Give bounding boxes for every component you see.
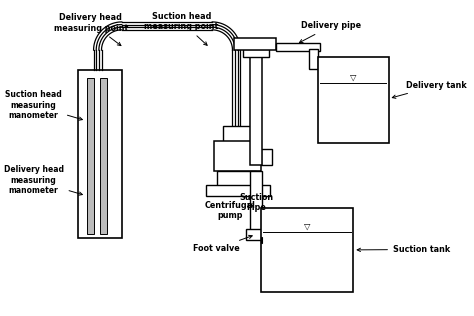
Text: Suction
Pipe: Suction Pipe bbox=[239, 192, 273, 212]
Text: Delivery head
measuring point: Delivery head measuring point bbox=[54, 13, 128, 46]
Text: Delivery pipe: Delivery pipe bbox=[300, 21, 361, 43]
Bar bbox=[87, 78, 94, 234]
Bar bbox=[243, 49, 269, 57]
Bar bbox=[100, 78, 107, 234]
Text: Delivery head
measuring
manometer: Delivery head measuring manometer bbox=[4, 165, 82, 195]
Bar bbox=[276, 43, 320, 51]
Text: Centrifugal
pump: Centrifugal pump bbox=[204, 201, 255, 220]
Bar bbox=[214, 142, 261, 171]
Bar bbox=[217, 171, 256, 185]
Bar bbox=[250, 171, 262, 230]
Text: Suction head
measuring
manometer: Suction head measuring manometer bbox=[5, 90, 82, 120]
Bar bbox=[246, 229, 266, 240]
Bar bbox=[250, 57, 262, 165]
Text: Delivery tank: Delivery tank bbox=[392, 81, 467, 98]
Bar bbox=[78, 70, 122, 238]
Bar bbox=[223, 126, 252, 143]
Text: ▽: ▽ bbox=[304, 222, 310, 231]
Text: Foot valve: Foot valve bbox=[193, 235, 252, 253]
Bar bbox=[261, 149, 272, 165]
Bar bbox=[261, 208, 353, 292]
Bar bbox=[318, 57, 389, 143]
Text: ▽: ▽ bbox=[350, 73, 356, 82]
Bar bbox=[234, 38, 276, 50]
Bar bbox=[261, 237, 262, 243]
Text: Suction tank: Suction tank bbox=[357, 245, 450, 254]
Bar bbox=[309, 49, 318, 69]
Bar bbox=[206, 185, 270, 196]
Text: Suction head
measuring point: Suction head measuring point bbox=[144, 12, 219, 45]
